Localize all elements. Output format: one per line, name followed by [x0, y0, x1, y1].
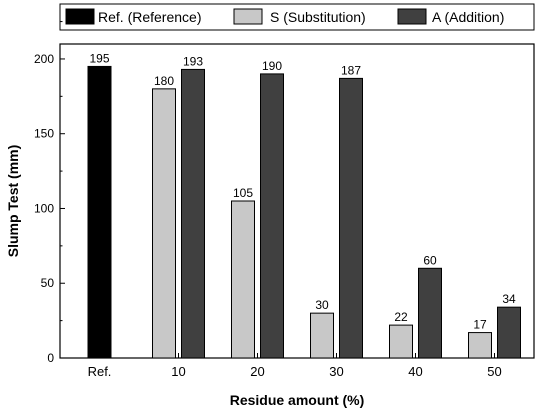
- legend-label: Ref. (Reference): [98, 9, 201, 25]
- y-tick-label: 100: [34, 201, 54, 215]
- x-axis-label: Residue amount (%): [230, 392, 365, 408]
- data-label: 195: [89, 51, 109, 65]
- x-tick-label: Ref.: [88, 364, 112, 379]
- y-tick-label: 150: [34, 127, 54, 141]
- legend: Ref. (Reference) S (Substitution) A (Addit…: [59, 3, 535, 31]
- data-label: 60: [423, 253, 437, 267]
- bar: [389, 324, 413, 359]
- legend-label: S (Substitution): [270, 9, 366, 25]
- data-label: 17: [473, 318, 487, 332]
- bar: [497, 306, 521, 359]
- bar: [260, 73, 284, 359]
- legend-swatch: [65, 8, 95, 25]
- legend-label: A (Addition): [432, 9, 504, 25]
- data-label: 180: [154, 74, 174, 88]
- data-label: 105: [233, 186, 253, 200]
- y-axis-label: Slump Test (mm): [5, 145, 21, 258]
- data-label: 34: [502, 292, 516, 306]
- x-tick-label: 30: [329, 364, 343, 379]
- bar: [418, 267, 442, 359]
- bar: [468, 332, 492, 359]
- y-axis: 0 50 100 150 200: [34, 21, 65, 365]
- bar: [310, 312, 334, 359]
- y-tick-label: 200: [34, 52, 54, 66]
- bar: [339, 77, 363, 359]
- y-tick-label: 50: [41, 276, 55, 290]
- plot-frame: [59, 43, 535, 359]
- bars: 195 180 193 105 190 30 187 22 60 17 34: [87, 51, 521, 359]
- bar: [231, 200, 255, 359]
- data-label: 193: [183, 54, 203, 68]
- legend-swatch: [233, 8, 263, 25]
- x-tick-label: 40: [408, 364, 422, 379]
- x-tick-label: 50: [487, 364, 501, 379]
- data-label: 187: [341, 63, 361, 77]
- bar: [181, 68, 205, 359]
- data-label: 190: [262, 59, 282, 73]
- x-tick-label: 20: [250, 364, 264, 379]
- bar: [87, 65, 112, 359]
- legend-box: [59, 3, 535, 31]
- x-axis: Ref. 10 20 30 40 50: [88, 353, 502, 379]
- data-label: 22: [394, 310, 408, 324]
- legend-swatch: [397, 8, 427, 25]
- y-tick-label: 0: [47, 351, 54, 365]
- x-tick-label: 10: [171, 364, 185, 379]
- data-label: 30: [315, 298, 329, 312]
- bar: [152, 88, 176, 359]
